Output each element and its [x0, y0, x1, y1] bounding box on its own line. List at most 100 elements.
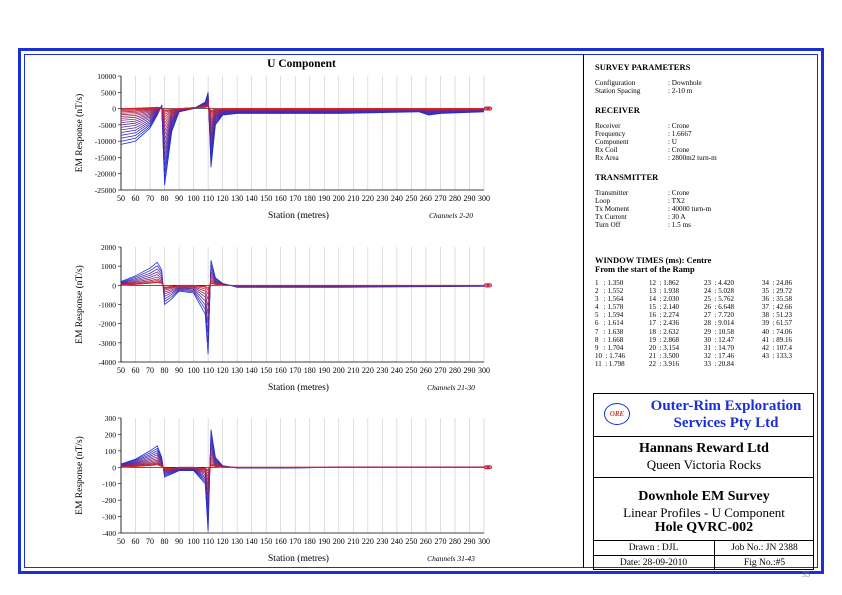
x-tick-label: 240 [391, 366, 403, 375]
transmitter-row-value: : Crone [668, 189, 690, 197]
x-tick-label: 90 [175, 366, 183, 375]
x-tick-label: 170 [289, 366, 301, 375]
x-tick-label: 110 [202, 537, 214, 546]
y-tick-label: -4000 [99, 358, 117, 367]
y-axis-label: EM Response (nT/s) [74, 265, 85, 344]
series-line [120, 271, 485, 323]
window-times-col-3: 23 : 4.420 24 : 5.028 25 : 5.762 26 : 6.… [704, 279, 734, 368]
receiver-heading: RECEIVER [595, 105, 640, 115]
transmitter-row-label: Transmitter [595, 189, 629, 197]
y-tick-label: -10000 [95, 137, 116, 146]
date: Date: 28-09-2010 [619, 558, 688, 568]
x-tick-label: 60 [132, 366, 140, 375]
x-tick-label: 100 [188, 194, 200, 203]
channels-note: Channels 31-43 [427, 554, 475, 563]
y-tick-label: -25000 [95, 186, 116, 195]
x-tick-label: 270 [434, 366, 446, 375]
charts-area: 50 60 70 80 90 100 110 120 130 140 150 160 170 180 190… [74, 58, 492, 564]
series-line [120, 282, 484, 289]
y-tick-label: 2000 [101, 243, 116, 252]
x-tick-label: 130 [231, 194, 243, 203]
x-tick-label: 220 [362, 366, 374, 375]
survey-subtitle: Linear Profiles - U Component [623, 505, 785, 520]
survey-row-label: Configuration [595, 79, 636, 87]
y-tick-label: -20000 [95, 170, 116, 179]
x-axis-label: Station (metres) [268, 382, 329, 393]
x-tick-label: 230 [376, 537, 388, 546]
series-line [120, 267, 485, 333]
x-tick-label: 140 [246, 194, 258, 203]
x-tick-label: 170 [289, 537, 301, 546]
y-tick-label: -100 [102, 480, 116, 489]
x-tick-label: 170 [289, 194, 301, 203]
panel-divider [583, 54, 584, 568]
window-times-col-4: 34 : 24.86 35 : 29.72 36 : 35.58 37 : 42… [762, 279, 792, 360]
x-tick-label: 160 [275, 366, 287, 375]
x-tick-label: 270 [434, 537, 446, 546]
x-tick-label: 250 [405, 537, 417, 546]
x-tick-label: 280 [449, 366, 461, 375]
hole-id: Hole QVRC-002 [654, 520, 754, 535]
x-tick-label: 210 [347, 366, 359, 375]
series-line [120, 434, 484, 524]
x-tick-label: 70 [146, 537, 154, 546]
transmitter-row-value: : TX2 [668, 197, 685, 205]
x-tick-label: 290 [463, 194, 475, 203]
series-end-marker [484, 465, 488, 470]
receiver-row-value: : Crone [668, 146, 690, 154]
x-tick-label: 60 [132, 537, 140, 546]
series-line [120, 446, 484, 503]
x-tick-label: 50 [117, 366, 125, 375]
x-tick-label: 230 [376, 366, 388, 375]
company-name-line-2: Services Pty Ltd [673, 415, 779, 431]
job-number: Job No.: JN 2388 [731, 543, 798, 553]
x-tick-label: 220 [362, 537, 374, 546]
series-end-marker [487, 283, 492, 288]
y-tick-label: -5000 [99, 121, 117, 130]
title-block-rule-1 [593, 436, 814, 437]
x-tick-label: 220 [362, 194, 374, 203]
transmitter-row: Loop: TX2 [595, 197, 685, 205]
series-line [120, 95, 485, 167]
x-tick-label: 190 [318, 194, 330, 203]
page-inner-frame [24, 54, 818, 568]
x-tick-label: 290 [463, 537, 475, 546]
x-tick-label: 150 [260, 537, 272, 546]
receiver-row-label: Component [595, 138, 629, 146]
series-end-marker [487, 106, 492, 111]
x-tick-label: 190 [318, 537, 330, 546]
survey-title: Downhole EM Survey [638, 489, 770, 504]
series-end-marker [484, 106, 488, 111]
x-tick-label: 100 [188, 366, 200, 375]
x-tick-label: 110 [202, 366, 214, 375]
transmitter-row: Turn Off: 1.5 ms [595, 221, 691, 229]
company-name-line-1: Outer-Rim Exploration [650, 398, 802, 414]
series-line [120, 96, 485, 161]
receiver-row: Component : U [595, 138, 677, 146]
series-line [120, 106, 484, 111]
transmitter-row-value: : 30 A [668, 213, 686, 221]
x-tick-label: 160 [275, 194, 287, 203]
x-tick-label: 300 [478, 194, 490, 203]
transmitter-row-label: Tx Moment [595, 205, 630, 213]
window-times-col-2: 12 : 1.862 13 : 1.938 14 : 2.030 15 : 2.… [649, 279, 679, 368]
window-times-subtitle: From the start of the Ramp [595, 264, 695, 274]
survey-row: Configuration : Downhole [595, 79, 702, 87]
title-block-rule-4 [593, 555, 814, 556]
transmitter-row-label: Tx Current [595, 213, 627, 221]
survey-row-value: : Downhole [668, 79, 702, 87]
chart-title: U Component [267, 58, 336, 70]
x-tick-label: 90 [175, 194, 183, 203]
series-line [120, 92, 485, 186]
x-tick-label: 120 [217, 194, 229, 203]
survey-row-value: : 2-10 m [668, 87, 693, 95]
y-tick-label: -300 [102, 513, 116, 522]
x-tick-label: 250 [405, 366, 417, 375]
x-tick-label: 210 [347, 537, 359, 546]
y-tick-label: 5000 [101, 88, 116, 97]
receiver-row-value: : U [668, 138, 677, 146]
window-times-title: WINDOW TIMES (ms): Centre [595, 255, 712, 265]
series-line [120, 442, 484, 509]
x-tick-label: 50 [117, 537, 125, 546]
x-tick-label: 280 [449, 537, 461, 546]
